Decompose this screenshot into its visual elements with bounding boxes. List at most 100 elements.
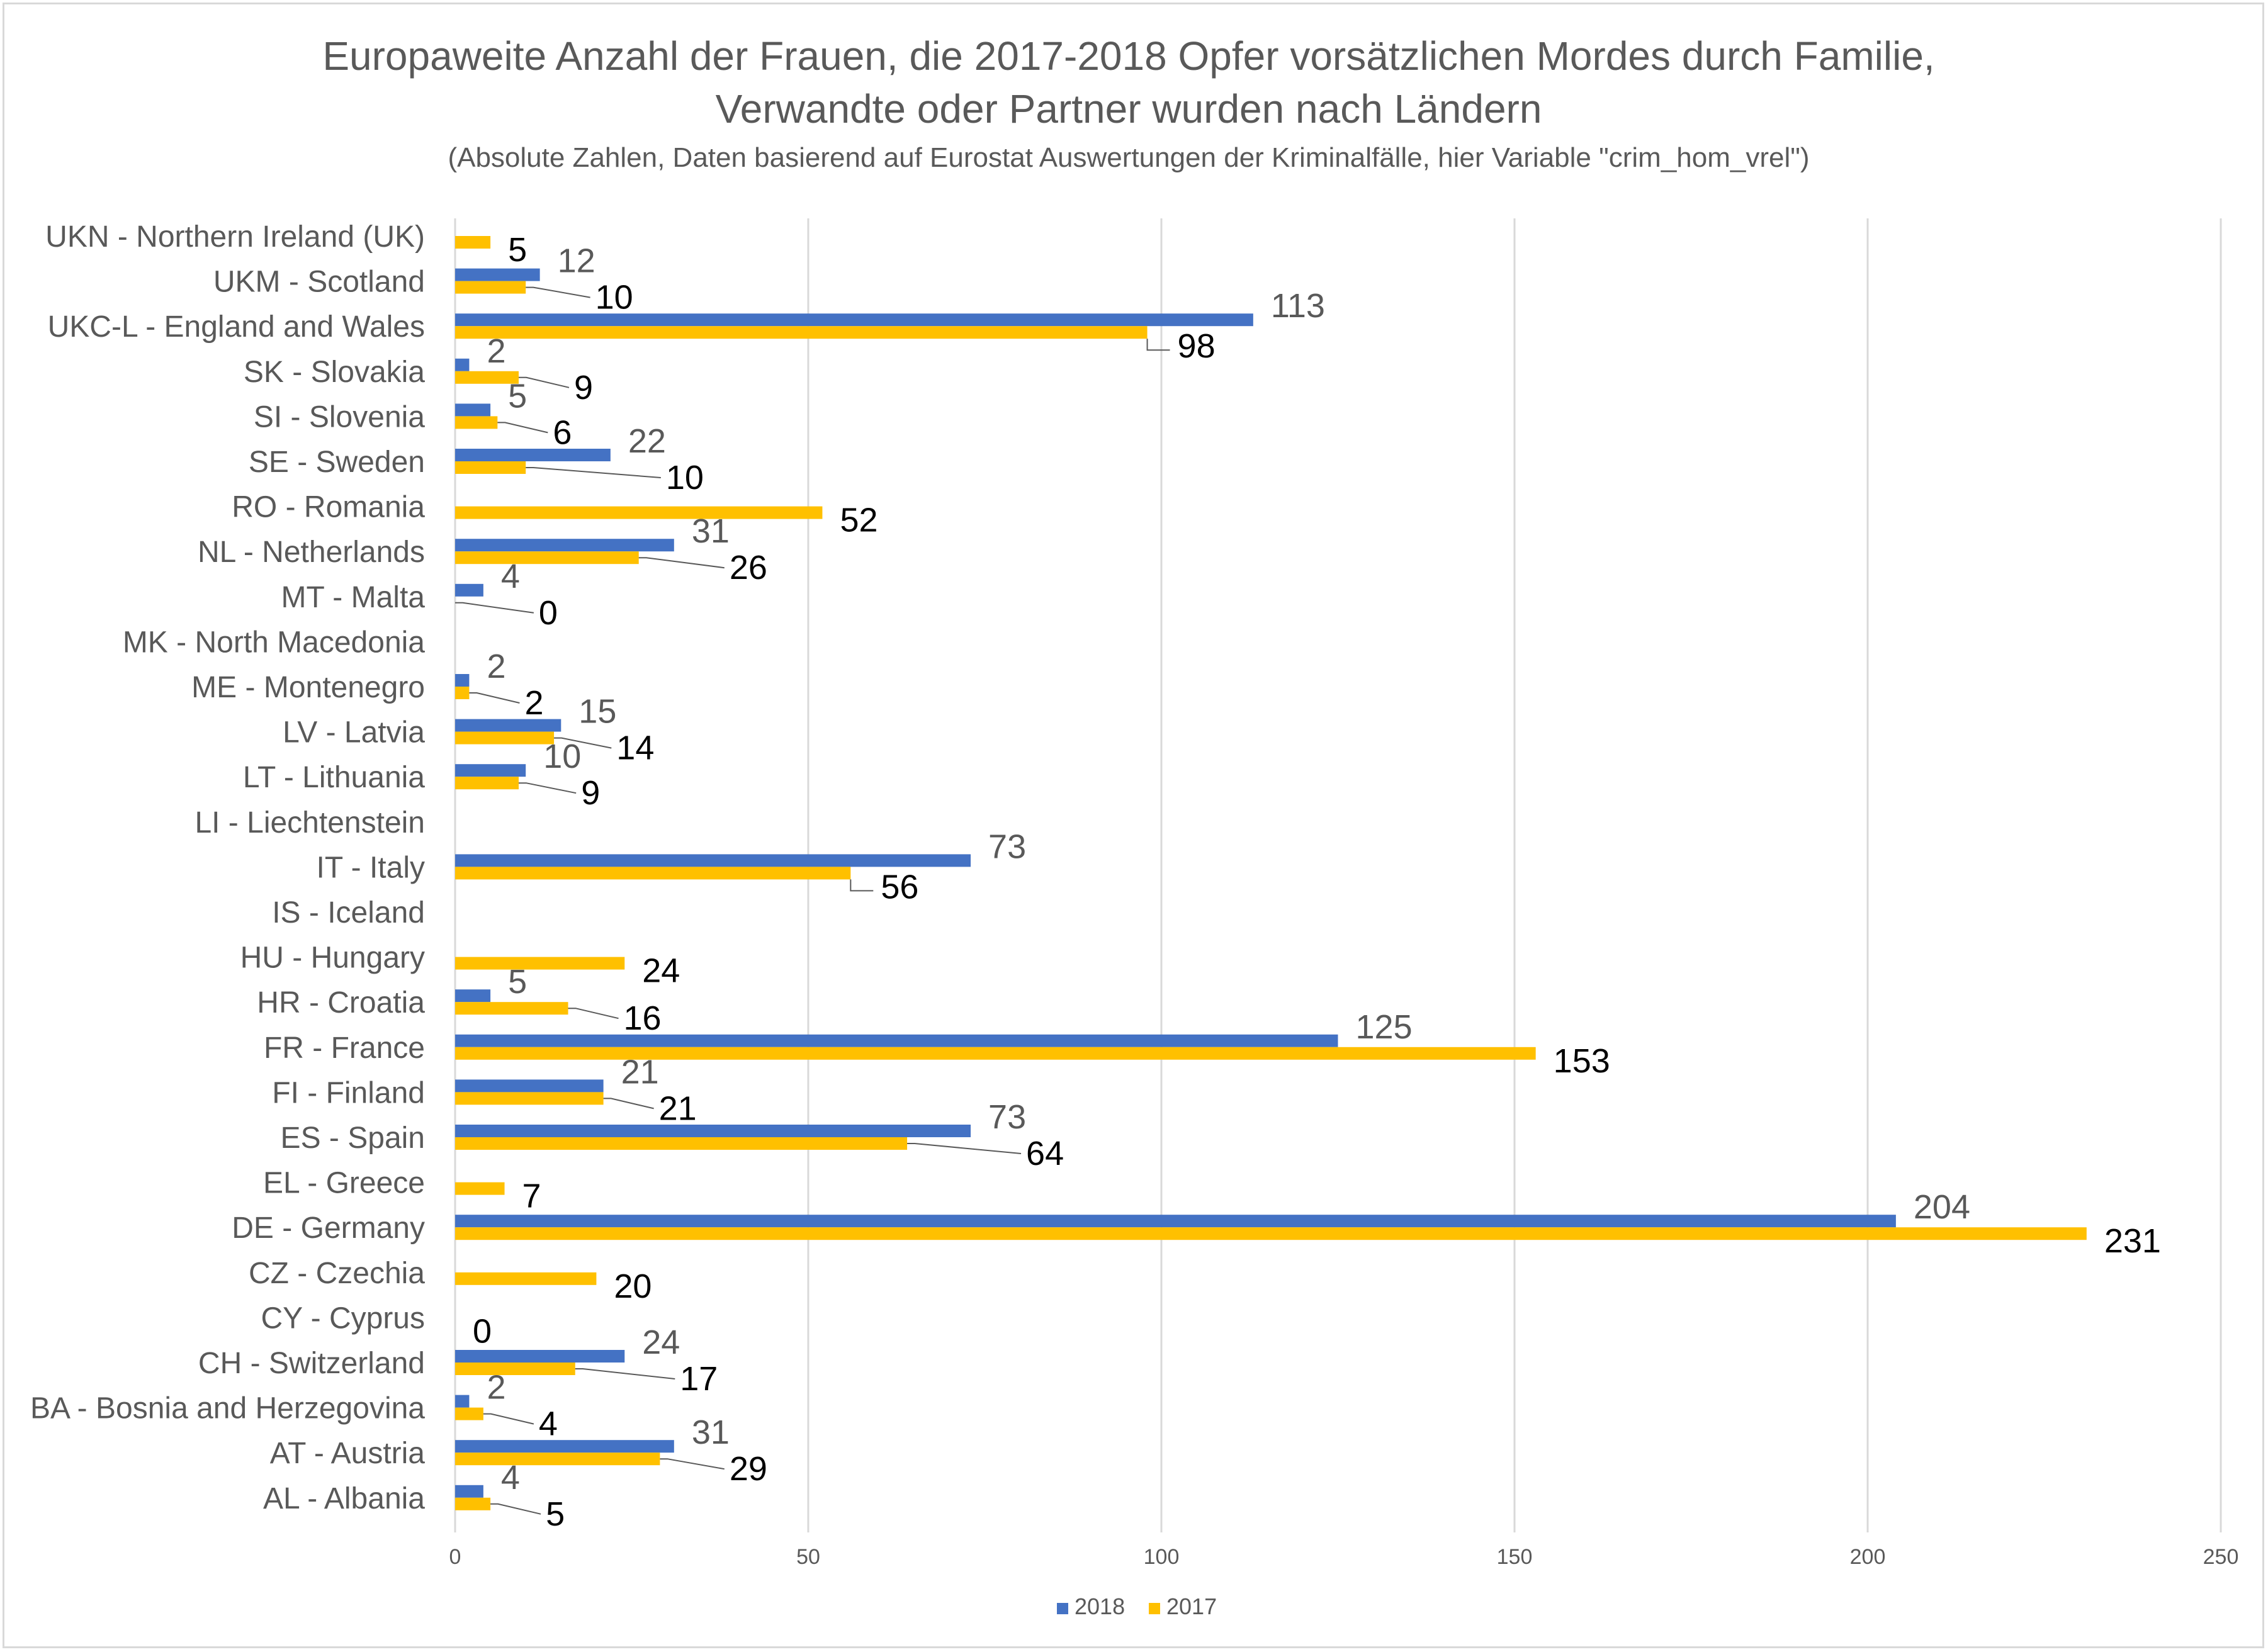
category-label: CY - Cyprus bbox=[261, 1301, 425, 1335]
chart-title-line-1: Europaweite Anzahl der Frauen, die 2017-… bbox=[322, 33, 1934, 79]
data-label-2018: 24 bbox=[642, 1323, 680, 1361]
category-label: CH - Switzerland bbox=[198, 1347, 425, 1380]
data-label-2017: 26 bbox=[730, 549, 767, 587]
leader-line bbox=[455, 602, 534, 614]
category-label: MT - Malta bbox=[281, 581, 426, 614]
bar-2017 bbox=[455, 867, 851, 880]
gridlines bbox=[454, 218, 2222, 1532]
data-label-2018: 2 bbox=[487, 332, 505, 370]
data-label-2018: 12 bbox=[558, 242, 595, 280]
bar-2017 bbox=[455, 957, 625, 970]
data-label-2018: 22 bbox=[628, 422, 666, 460]
bar-2017 bbox=[455, 1227, 2087, 1240]
bar-2017 bbox=[455, 687, 470, 699]
data-label-2018: 21 bbox=[621, 1053, 659, 1091]
bar-2017 bbox=[455, 281, 526, 294]
leader-lines bbox=[455, 286, 1170, 1515]
data-label-2017: 153 bbox=[1554, 1042, 1610, 1080]
category-label: LV - Latvia bbox=[283, 716, 425, 750]
bar-2017 bbox=[455, 1002, 568, 1015]
data-label-2018: 73 bbox=[988, 828, 1026, 865]
data-label-2017: 10 bbox=[666, 459, 704, 497]
leader-line bbox=[526, 467, 661, 478]
bar-2017 bbox=[455, 371, 519, 384]
bar-2017 bbox=[455, 1497, 491, 1510]
category-label: IT - Italy bbox=[317, 851, 425, 884]
category-label: SK - Slovakia bbox=[244, 356, 425, 389]
category-label: IS - Iceland bbox=[272, 896, 425, 930]
legend-swatch-2018 bbox=[1057, 1603, 1068, 1614]
leader-line bbox=[638, 557, 725, 569]
data-label-2017: 5 bbox=[546, 1495, 565, 1533]
category-label: UKN - Northern Ireland (UK) bbox=[45, 220, 425, 254]
data-label-2017: 10 bbox=[595, 279, 633, 317]
leader-line bbox=[554, 737, 612, 749]
x-tick-label: 100 bbox=[1144, 1545, 1180, 1569]
data-label-2018: 113 bbox=[1271, 287, 1325, 325]
x-axis-tick-labels: 0 50 100 150 200 250 bbox=[449, 1545, 2239, 1569]
data-label-2018: 5 bbox=[508, 963, 527, 1001]
data-label-2017: 17 bbox=[680, 1360, 718, 1398]
leader-line bbox=[603, 1098, 654, 1110]
legend[interactable]: 2018 2017 bbox=[1057, 1593, 1217, 1619]
bar-2017 bbox=[455, 506, 823, 519]
leader-line bbox=[497, 422, 548, 434]
legend-label-2017[interactable]: 2017 bbox=[1166, 1593, 1217, 1619]
bar-2018 bbox=[455, 674, 470, 687]
category-label: UKM - Scotland bbox=[213, 266, 425, 299]
bar-2017 bbox=[455, 1363, 575, 1375]
data-label-2017: 14 bbox=[616, 729, 654, 767]
bar-2018 bbox=[455, 989, 491, 1003]
leader-line bbox=[850, 879, 874, 892]
bar-2018 bbox=[455, 1440, 674, 1453]
category-label: SI - Slovenia bbox=[254, 400, 425, 434]
bar-2018 bbox=[455, 449, 611, 461]
category-label: UKC-L - England and Wales bbox=[48, 310, 425, 344]
data-label-2017: 21 bbox=[659, 1089, 697, 1127]
category-label: HU - Hungary bbox=[240, 941, 425, 975]
category-labels: UKN - Northern Ireland (UK) UKM - Scotlan… bbox=[30, 220, 425, 1515]
data-label-2017: 2 bbox=[524, 684, 543, 722]
leader-line bbox=[907, 1143, 1022, 1154]
bar-2018 bbox=[455, 583, 483, 597]
data-label-2017: 24 bbox=[642, 952, 680, 990]
data-label-2018: 204 bbox=[1914, 1188, 1970, 1226]
data-label-2018: 2 bbox=[487, 648, 505, 685]
category-label: SE - Sweden bbox=[249, 446, 425, 479]
bar-2017 bbox=[455, 1453, 660, 1466]
leader-line bbox=[469, 692, 520, 704]
data-label-2018: 31 bbox=[692, 1413, 730, 1451]
bar-2017 bbox=[455, 416, 498, 429]
leader-line bbox=[660, 1458, 725, 1470]
x-tick-label: 50 bbox=[796, 1545, 820, 1569]
bar-2018 bbox=[455, 268, 540, 281]
bar-2018 bbox=[455, 403, 491, 417]
bar-2018 bbox=[455, 1125, 971, 1137]
data-label-2017: 9 bbox=[581, 774, 600, 812]
bar-2018 bbox=[455, 1215, 1896, 1228]
category-label: AL - Albania bbox=[263, 1482, 425, 1515]
bars bbox=[455, 236, 2087, 1510]
category-label: EL - Greece bbox=[263, 1167, 425, 1200]
category-label: MK - North Macedonia bbox=[123, 626, 425, 659]
bar-2017 bbox=[455, 731, 555, 745]
chart-subtitle: (Absolute Zahlen, Daten basierend auf Eu… bbox=[448, 142, 1809, 173]
data-label-2018: 73 bbox=[988, 1098, 1026, 1136]
leader-line bbox=[518, 782, 577, 794]
category-label: HR - Croatia bbox=[257, 986, 425, 1020]
x-tick-label: 250 bbox=[2203, 1545, 2239, 1569]
category-label: ME - Montenegro bbox=[191, 671, 425, 704]
bar-2017 bbox=[455, 777, 519, 790]
data-label-2017: 0 bbox=[473, 1312, 492, 1350]
leader-line bbox=[568, 1008, 619, 1020]
data-label-2017: 29 bbox=[730, 1450, 767, 1488]
bar-2018 bbox=[455, 854, 971, 867]
data-label-2017: 6 bbox=[553, 413, 572, 451]
data-label-2018: 125 bbox=[1356, 1008, 1413, 1046]
legend-swatch-2017 bbox=[1149, 1603, 1160, 1614]
category-label: DE - Germany bbox=[232, 1211, 425, 1245]
legend-label-2018[interactable]: 2018 bbox=[1075, 1593, 1125, 1619]
bar-2017 bbox=[455, 1092, 604, 1105]
chart-title-line-2: Verwandte oder Partner wurden nach Lände… bbox=[716, 86, 1542, 132]
